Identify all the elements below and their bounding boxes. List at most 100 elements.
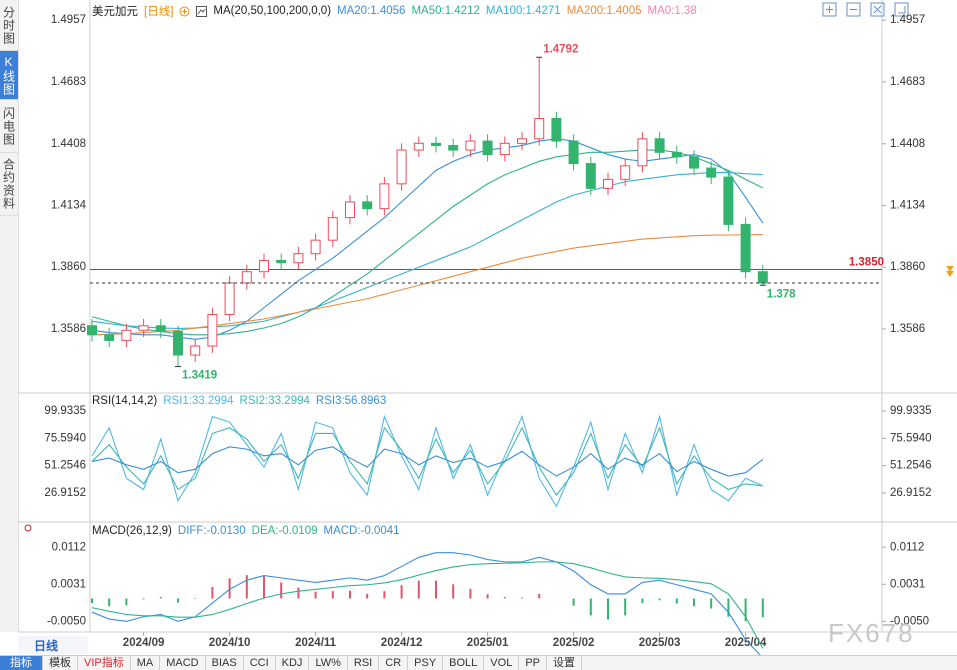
y-tick-label: 0.0112 [890, 541, 924, 553]
price-line-label: 1.3850 [849, 256, 884, 268]
y-tick-label: 1.4957 [51, 14, 86, 26]
candle-body [310, 239, 321, 255]
indicator: RSI(14,14,2) [92, 395, 158, 407]
candle-body [551, 118, 562, 142]
indicator: MACD(26,12,9) [92, 525, 172, 537]
macd-icon [24, 524, 32, 532]
toolbar-item[interactable]: CR [379, 656, 409, 670]
main-legend: 美元加元 [日线] MA(20,50,100,200,0,0) MA20:1.4… [92, 3, 697, 19]
symbol: 美元加元 [92, 6, 138, 18]
toolbar-item[interactable]: BOLL [443, 656, 485, 670]
toolbar-item[interactable]: KDJ [276, 656, 310, 670]
x-tick-label: 2024/10 [209, 637, 251, 649]
toolbar-item[interactable]: MA [131, 656, 161, 670]
candle-body [190, 345, 201, 356]
y-tick-label: 1.3860 [51, 261, 86, 273]
x-tick-label: 2024/09 [123, 637, 165, 649]
series-line [91, 233, 763, 336]
icon-glyph [826, 5, 906, 14]
tab[interactable]: 合约资料 [0, 153, 18, 216]
legend-entry: MACD:-0.0041 [323, 525, 400, 537]
icon[interactable] [894, 2, 909, 17]
candle-body [740, 223, 751, 273]
icon[interactable] [870, 2, 885, 17]
tab[interactable]: 分时图 [0, 0, 18, 51]
candle-body [173, 330, 183, 356]
toolbar-item[interactable]: CCI [244, 656, 276, 670]
candle-body [207, 314, 218, 347]
series-line [91, 172, 763, 330]
y-tick-label: 1.4134 [51, 200, 87, 212]
candle-body [671, 151, 682, 158]
candle-body [362, 201, 373, 210]
candle-body [689, 156, 699, 169]
y-tick-label: 0.0112 [52, 541, 86, 553]
y-tick-label: 75.5940 [44, 432, 86, 444]
candle-body [723, 176, 734, 225]
window-icons[interactable] [822, 2, 909, 17]
legend-entry: MA100:1.4271 [485, 5, 561, 17]
candle-body [345, 201, 355, 219]
toolbar-item[interactable]: 设置 [547, 656, 582, 670]
extreme-label: 1.3419 [182, 370, 217, 382]
y-tick-label: 51.2546 [44, 460, 86, 472]
candle-body [534, 118, 545, 140]
icon[interactable] [179, 6, 190, 17]
legend-entry: DIFF:-0.0130 [177, 525, 246, 537]
macd-legend: MACD(26,12,9) DIFF:-0.0130 DEA:-0.0109 MAC… [92, 525, 400, 537]
tab-active[interactable]: K线图 [0, 51, 18, 100]
period: [日线] [144, 6, 174, 18]
legend-entry: MA50:1.4212 [411, 5, 480, 17]
candle-body [396, 149, 407, 185]
toolbar-item[interactable]: PP [519, 656, 547, 670]
toolbar-item[interactable]: LW% [309, 656, 348, 670]
candle-body [603, 178, 613, 189]
y-tick-label: 1.4957 [890, 14, 925, 26]
x-tick-label: 2025/03 [639, 637, 681, 649]
toolbar-item[interactable]: 指标 [0, 656, 43, 670]
candle-body [155, 325, 166, 332]
candle-body [568, 140, 579, 165]
x-tick-label: 2025/04 [725, 637, 767, 649]
y-tick-label: 1.4408 [51, 138, 86, 150]
candle-body [517, 138, 527, 144]
series-line [91, 446, 764, 477]
x-tick-label: 2025/02 [553, 637, 595, 649]
candle-body [431, 142, 441, 147]
candle-body [87, 325, 97, 336]
candle-body [637, 138, 648, 167]
watermark: FX678 [828, 618, 915, 648]
indicator: MA(20,50,100,200,0,0) [213, 5, 332, 17]
candle-body [121, 329, 132, 341]
y-tick-label: 1.3586 [51, 323, 86, 335]
candle-body [706, 167, 717, 178]
toolbar-item[interactable]: MACD [160, 656, 206, 670]
x-tick-label: 2025/01 [467, 637, 509, 649]
y-tick-label: 1.3860 [890, 261, 925, 273]
chart: 1.4957 1.4957 1.4683 1.4683 1.4408 1.4408 1.41… [18, 0, 957, 655]
toolbar: 指标 模板 VIP指标 MA MACD BIAS CCI KDJ LW% RSI CR PSY BOLL… [0, 655, 957, 670]
toolbar-item[interactable]: 模板 [43, 656, 78, 670]
toolbar-item[interactable]: VIP指标 [78, 656, 131, 670]
series-line [91, 149, 764, 336]
y-tick-label: 1.4683 [890, 76, 925, 88]
toolbar-item[interactable]: BIAS [206, 656, 244, 670]
tab[interactable]: 闪电图 [0, 100, 18, 153]
legend-entry: RSI2:33.2994 [239, 395, 310, 407]
y-tick-label: 99.9335 [44, 405, 86, 417]
price-arrow [946, 271, 954, 277]
y-tick-label: 26.9152 [44, 487, 86, 499]
toolbar-item[interactable]: VOL [484, 656, 520, 670]
candle-body [499, 142, 510, 156]
x-tick-label: 2024/11 [295, 637, 337, 649]
toolbar-item[interactable]: RSI [348, 656, 380, 670]
y-tick-label: 1.4408 [890, 138, 925, 150]
icon[interactable] [822, 2, 837, 17]
toolbar-item[interactable]: PSY [408, 656, 444, 670]
sidebar: 分时图 K线图 闪电图 合约资料 [0, 0, 19, 632]
icon[interactable] [846, 2, 861, 17]
series-line [91, 552, 761, 655]
y-tick-label: 26.9152 [890, 487, 932, 499]
period-tab[interactable]: 日线 [18, 636, 88, 654]
icon[interactable] [196, 5, 208, 17]
